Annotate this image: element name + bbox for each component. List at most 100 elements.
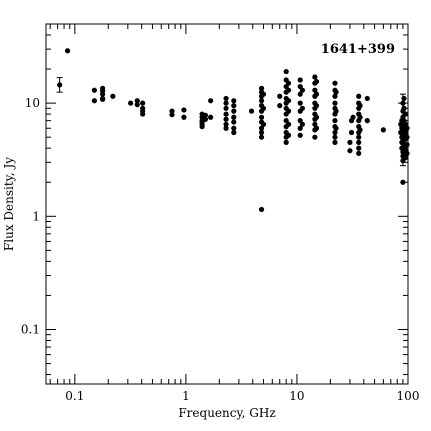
data-point <box>181 107 187 113</box>
data-point <box>231 125 237 131</box>
data-point <box>283 68 289 75</box>
data-point <box>258 85 265 91</box>
data-point <box>248 108 255 114</box>
data-point <box>134 98 140 104</box>
source-label: 1641+399 <box>321 42 395 57</box>
data-point <box>402 121 409 127</box>
data-point <box>402 129 409 136</box>
data-point <box>404 142 410 148</box>
data-point <box>356 145 362 151</box>
data-point <box>223 105 229 111</box>
data-point <box>299 87 306 93</box>
data-point <box>231 129 237 136</box>
data-point <box>91 87 97 93</box>
data-point <box>258 98 265 104</box>
data-point <box>332 134 338 140</box>
data-point <box>285 121 292 127</box>
axis-ticks <box>46 23 409 384</box>
data-point <box>231 114 237 120</box>
data-point <box>260 91 267 97</box>
x-tick-label: 100 <box>397 389 420 403</box>
data-point <box>313 78 320 85</box>
data-point <box>64 48 71 54</box>
data-point <box>357 103 363 109</box>
data-point <box>258 134 265 140</box>
data-point <box>400 179 406 185</box>
data-point <box>357 114 363 120</box>
data-point <box>400 100 406 106</box>
data-point <box>333 89 339 95</box>
data-point <box>277 93 283 99</box>
tick-labels: 0.1 1 10 100 0.1 1 10 <box>21 96 420 403</box>
data-point <box>312 134 318 140</box>
data-point <box>110 93 116 99</box>
data-point <box>332 100 338 106</box>
data-point <box>260 105 267 111</box>
data-point <box>223 125 229 131</box>
data-point <box>208 114 214 120</box>
data-point <box>140 111 146 117</box>
data-point <box>285 98 292 104</box>
data-point <box>356 139 362 145</box>
data-point <box>380 127 386 133</box>
plot-frame <box>45 23 409 385</box>
data-point <box>332 80 338 86</box>
data-point <box>128 100 134 106</box>
y-tick-label: 10 <box>25 96 40 110</box>
data-point <box>223 95 229 102</box>
data-point <box>258 114 265 120</box>
data-point <box>100 96 106 102</box>
data-point <box>313 103 320 109</box>
data-point <box>297 132 303 138</box>
data-point <box>404 125 410 131</box>
data-point <box>208 98 214 104</box>
x-axis-title: Frequency, GHz <box>178 406 275 420</box>
data-point <box>356 134 362 140</box>
data-point <box>258 125 265 131</box>
data-point <box>299 121 306 127</box>
data-point <box>134 102 140 108</box>
data-point <box>285 87 292 93</box>
data-point <box>285 132 292 138</box>
data-point <box>313 125 320 131</box>
x-tick-label: 0.1 <box>65 389 84 403</box>
data-point <box>285 80 292 86</box>
x-tick-label: 1 <box>182 389 190 403</box>
data-point <box>402 111 409 117</box>
data-point <box>169 112 175 118</box>
data-point <box>312 87 318 93</box>
data-point <box>283 139 289 145</box>
data-point <box>223 116 229 122</box>
data-point <box>347 139 353 145</box>
data-point <box>332 129 338 136</box>
data-point <box>91 98 97 104</box>
data-point <box>260 121 267 127</box>
data-point <box>57 82 63 88</box>
data-point <box>223 121 229 127</box>
data-point <box>258 206 265 213</box>
data-point <box>277 103 283 109</box>
data-point <box>181 114 187 120</box>
data-point <box>364 95 370 102</box>
data-point <box>231 119 237 125</box>
data-point <box>401 105 407 111</box>
data-point <box>199 124 205 130</box>
data-point <box>402 155 409 161</box>
data-point <box>297 77 303 83</box>
y-axis-title: Flux Density, Jy <box>2 157 16 251</box>
data-point <box>333 108 339 114</box>
y-tick-label: 0.1 <box>21 322 40 336</box>
data-point <box>231 98 237 104</box>
data-point <box>202 116 209 122</box>
data-point <box>223 111 229 117</box>
data-points <box>57 48 410 213</box>
data-point <box>333 125 339 131</box>
data-point <box>169 108 175 114</box>
data-point <box>401 95 407 102</box>
data-point <box>364 118 370 124</box>
data-point <box>332 93 338 99</box>
data-point <box>332 118 338 124</box>
data-point <box>231 103 237 109</box>
data-point <box>404 150 410 156</box>
